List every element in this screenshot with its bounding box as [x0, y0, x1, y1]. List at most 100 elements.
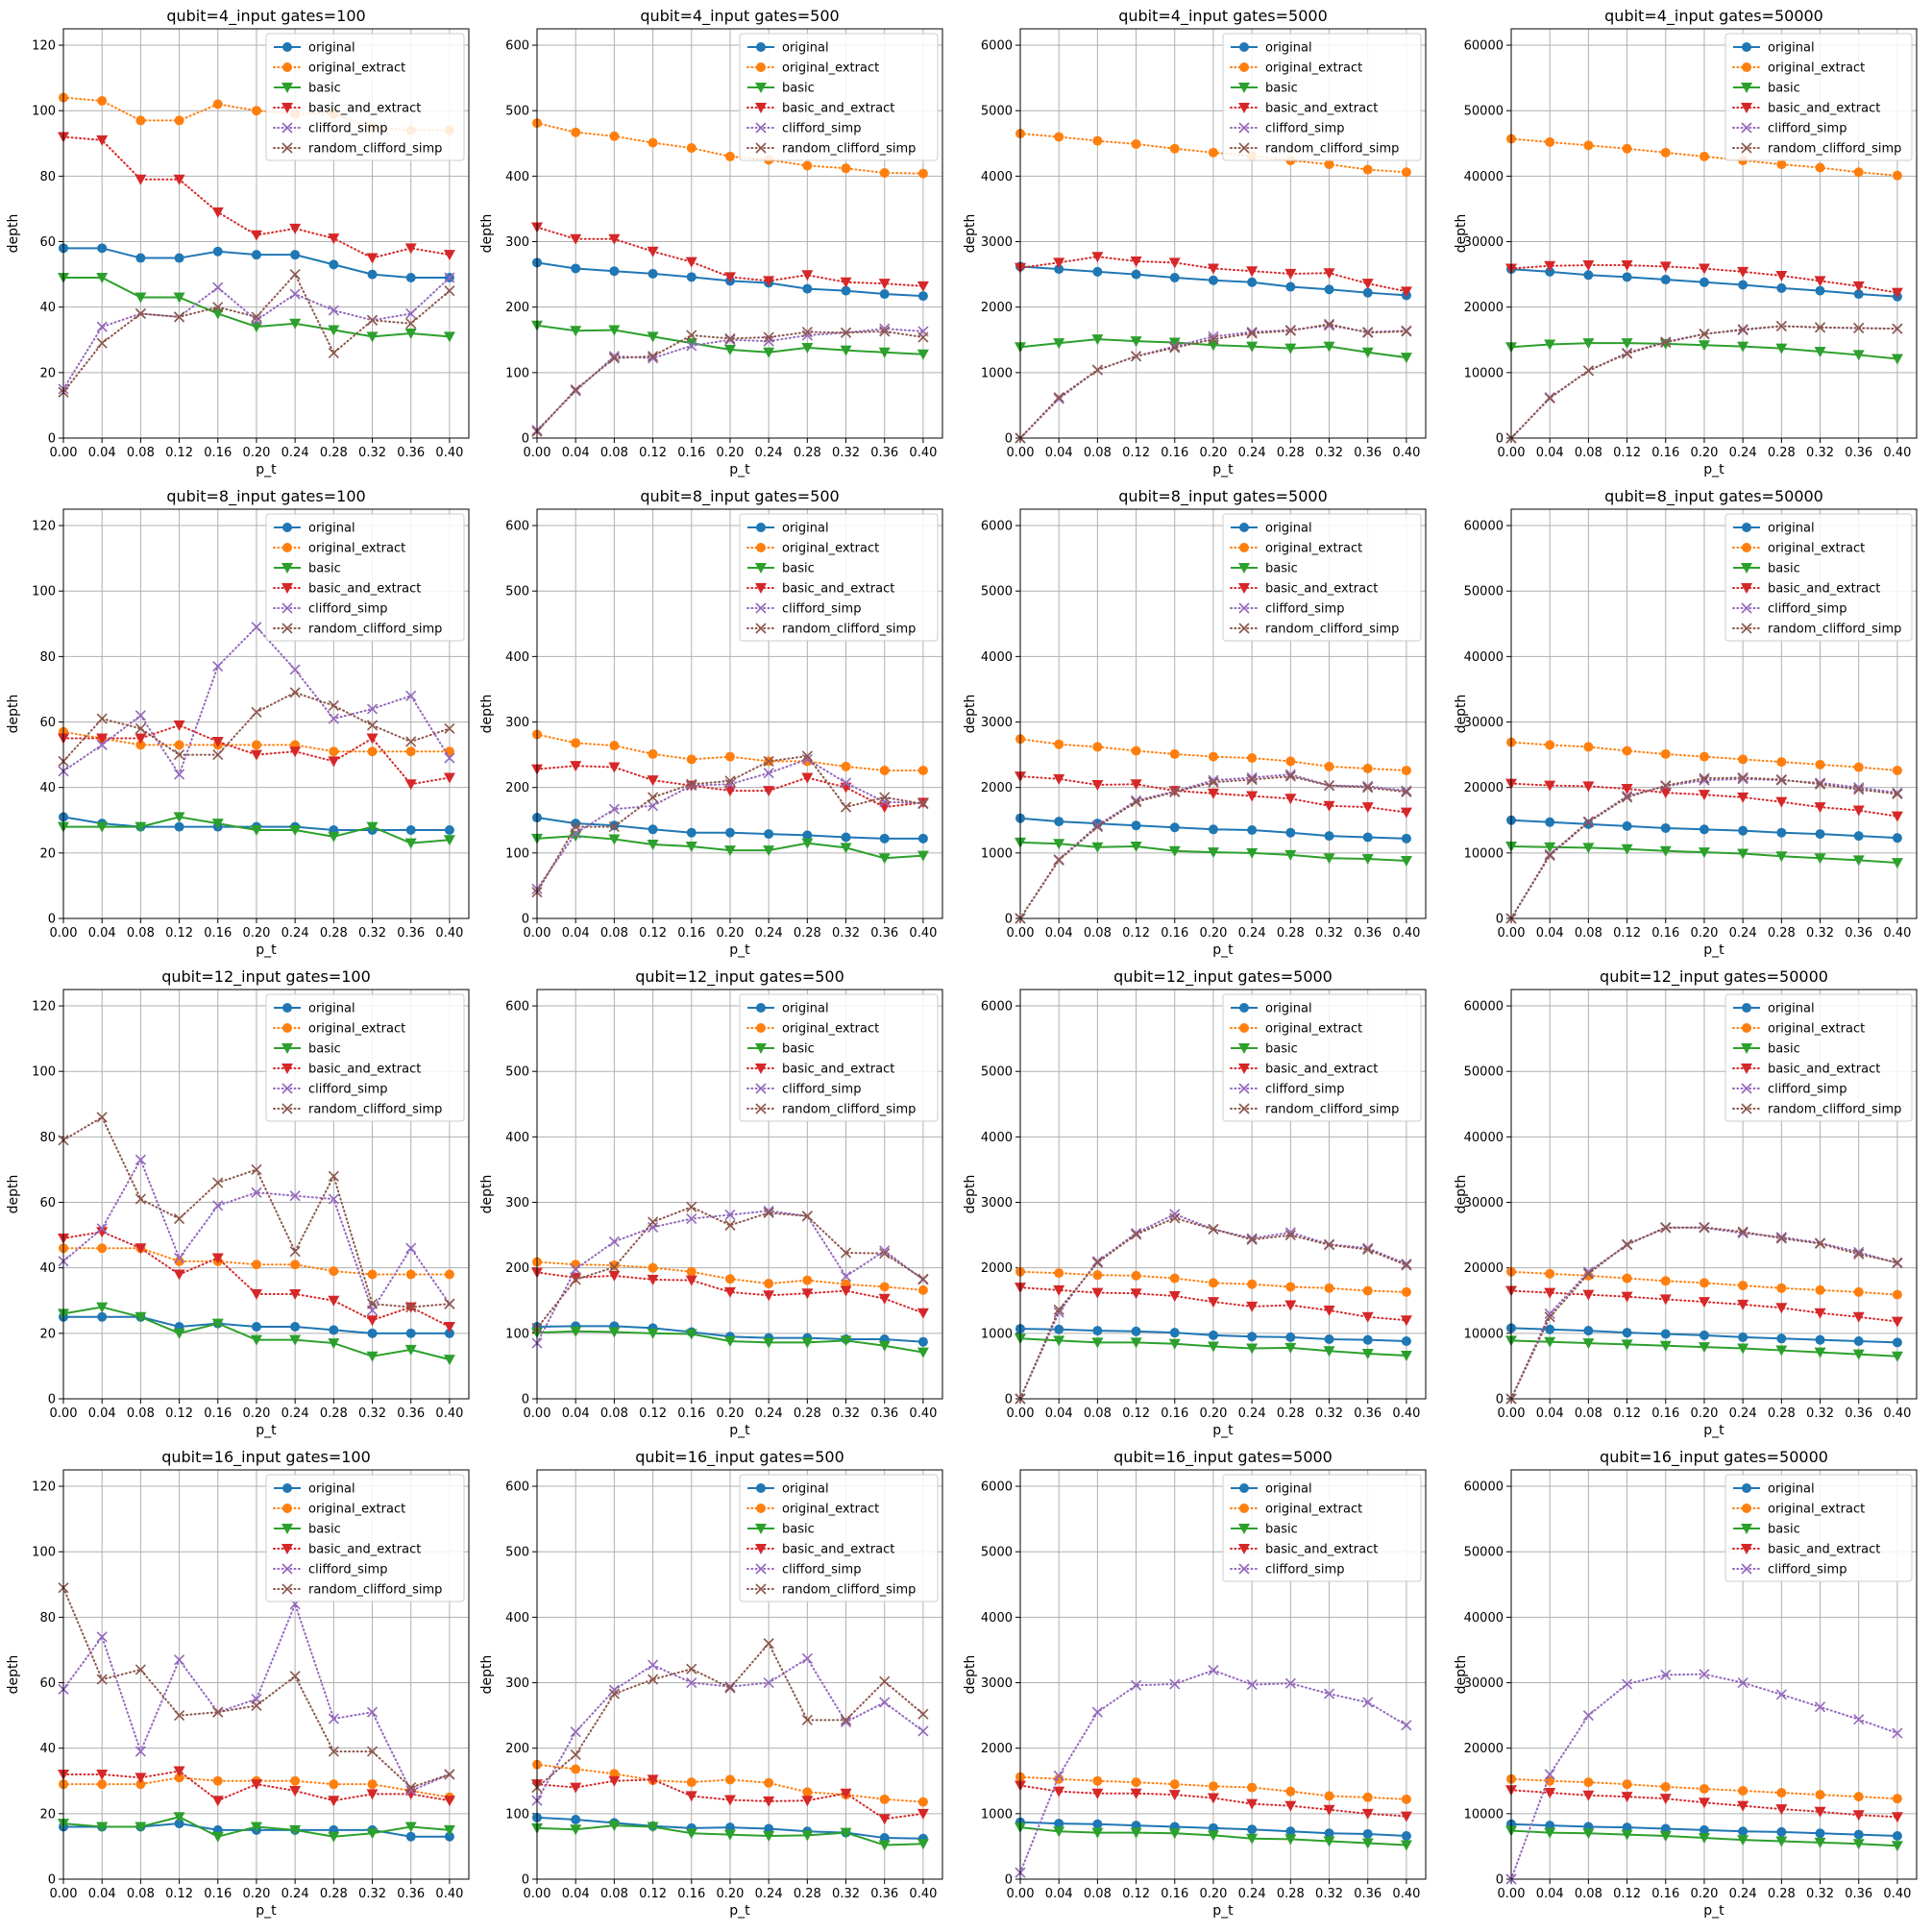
x-tick-label: 0.16 [1161, 926, 1188, 941]
data-point [1738, 1281, 1749, 1291]
data-point [1853, 784, 1865, 795]
legend-label: basic_and_extract [308, 102, 421, 116]
x-tick-label: 0.24 [281, 1887, 309, 1901]
legend-entry: basic_and_extract [746, 1063, 894, 1077]
x-tick-label: 0.28 [320, 1887, 348, 1901]
x-tick-label: 0.16 [677, 1887, 705, 1901]
data-point [1284, 1300, 1297, 1311]
y-axis-label: depth [963, 1175, 978, 1214]
data-point [212, 281, 224, 293]
data-point [1130, 1337, 1142, 1349]
x-tick-label: 0.40 [1392, 1887, 1420, 1901]
data-point [1401, 785, 1412, 796]
data-point [97, 243, 108, 254]
y-tick-label: 60 [39, 716, 56, 730]
data-point [723, 1795, 736, 1806]
x-tick-label: 0.04 [88, 1887, 116, 1901]
data-point [443, 1355, 455, 1366]
data-point [763, 1676, 774, 1689]
data-point [443, 331, 455, 343]
y-tick-label: 40 [39, 301, 56, 315]
data-point [879, 1675, 891, 1687]
data-point [1815, 759, 1825, 770]
series-original [1015, 813, 1411, 844]
data-point [1621, 1792, 1633, 1803]
data-point [724, 1774, 735, 1785]
legend-entry: random_clifford_simp [273, 142, 442, 157]
data-point [1054, 1268, 1064, 1279]
y-tick-label: 0 [1005, 432, 1013, 447]
data-point [443, 1322, 455, 1333]
subplot-9: 0.00 0.04 0.08 0.12 0.16 0.20 0.24 0.28 0.32 0.36… [6, 967, 470, 1438]
data-point [801, 327, 813, 338]
x-tick-label: 0.16 [204, 926, 232, 941]
data-point [1246, 328, 1258, 339]
y-axis-label: depth [6, 695, 21, 734]
legend-marker [1238, 583, 1250, 594]
series-random_clifford_simp [531, 1638, 929, 1794]
series-random_clifford_simp [1505, 320, 1903, 444]
series-random_clifford_simp [58, 269, 455, 398]
data-point [878, 1293, 891, 1305]
x-tick-label: 0.12 [165, 1406, 193, 1421]
data-point [1545, 817, 1555, 827]
data-point [917, 331, 929, 343]
y-tick-label: 120 [32, 1480, 56, 1495]
data-point [1246, 1798, 1259, 1810]
data-point [1400, 1315, 1412, 1327]
data-point [444, 824, 454, 835]
y-tick-label: 2000 [981, 781, 1013, 795]
data-point [1246, 341, 1259, 353]
data-point [840, 1270, 852, 1283]
data-point [405, 1242, 417, 1254]
legend-marker [755, 1563, 767, 1575]
legend-label: clifford_simp [782, 1083, 861, 1097]
data-point [1400, 1811, 1412, 1822]
data-point [840, 801, 852, 813]
data-point [686, 827, 697, 838]
data-point [1091, 1788, 1104, 1799]
data-point [289, 1190, 301, 1202]
legend-marker [1238, 83, 1250, 93]
data-point [1737, 1800, 1749, 1812]
data-point [1091, 821, 1103, 833]
data-point [1208, 147, 1218, 158]
legend-entry: original_extract [1230, 1503, 1362, 1517]
data-point [1054, 739, 1064, 749]
data-point [1852, 805, 1865, 817]
y-tick-label: 120 [32, 39, 56, 54]
data-point [1622, 1238, 1633, 1250]
y-axis-label: depth [6, 1175, 21, 1214]
y-tick-label: 10000 [1464, 1327, 1504, 1341]
data-point [1544, 848, 1555, 860]
y-tick-label: 0 [522, 432, 529, 447]
legend-entry: random_clifford_simp [746, 1583, 916, 1598]
x-tick-label: 0.40 [1392, 446, 1420, 460]
data-point [328, 831, 340, 843]
legend-label: basic_and_extract [1768, 102, 1880, 116]
series-line [536, 328, 924, 431]
data-point [1892, 170, 1902, 181]
x-tick-label: 0.36 [1845, 926, 1872, 941]
data-point [135, 292, 147, 304]
data-point [289, 746, 302, 758]
y-tick-label: 0 [1496, 913, 1504, 927]
y-tick-label: 80 [39, 650, 56, 665]
legend-marker [1239, 62, 1249, 72]
x-tick-label: 0.08 [600, 926, 628, 941]
legend-label: clifford_simp [1265, 1083, 1344, 1097]
data-point [96, 1769, 109, 1780]
series-original_extract [1506, 737, 1902, 775]
subplot-8: 0.00 0.04 0.08 0.12 0.16 0.20 0.24 0.28 0.32 0.36… [1454, 487, 1918, 958]
x-tick-label: 0.16 [204, 1887, 232, 1901]
data-point [329, 1325, 339, 1335]
data-point [609, 131, 620, 141]
data-point [1208, 824, 1218, 835]
data-point [1737, 324, 1749, 335]
legend-marker [1741, 1043, 1752, 1054]
x-tick-label: 0.20 [1690, 446, 1718, 460]
data-point [570, 1272, 582, 1284]
x-tick-label: 0.04 [1045, 1406, 1073, 1421]
data-point [648, 137, 658, 148]
legend-entry: basic [1733, 82, 1800, 96]
